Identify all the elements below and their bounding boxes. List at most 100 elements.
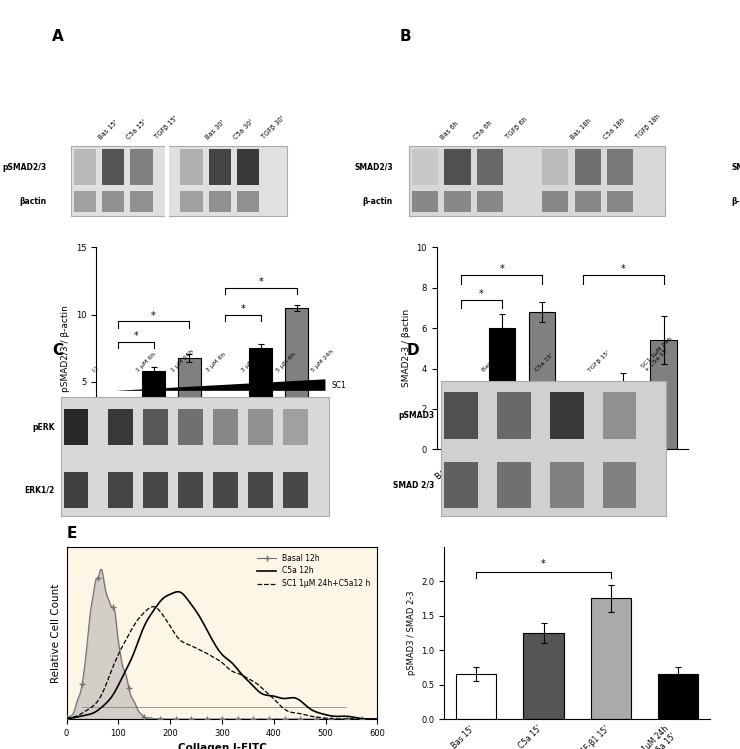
Bar	[411, 190, 438, 212]
Bar	[497, 392, 531, 439]
Bar	[550, 392, 584, 439]
Text: *: *	[258, 277, 263, 287]
Bar	[249, 409, 272, 445]
Bar	[130, 149, 152, 185]
Text: SMAD 2/3: SMAD 2/3	[393, 480, 434, 489]
Text: 3 μM 24h: 3 μM 24h	[240, 348, 265, 373]
Text: β-actin: β-actin	[363, 197, 393, 206]
Bar	[101, 149, 124, 185]
Y-axis label: pSMAD2/3 / β-actin: pSMAD2/3 / β-actin	[61, 305, 70, 392]
Bar	[603, 392, 636, 439]
Bar	[181, 149, 204, 185]
Text: TGFβ 18h: TGFβ 18h	[635, 113, 662, 140]
Text: C5a 15': C5a 15'	[534, 352, 555, 373]
Text: Bas 15': Bas 15'	[482, 353, 502, 373]
Bar	[108, 472, 132, 508]
Bar	[249, 348, 272, 449]
Bar	[607, 149, 633, 185]
Bar	[542, 190, 568, 212]
Text: Bas 30': Bas 30'	[204, 118, 226, 140]
Bar	[488, 328, 515, 449]
Polygon shape	[115, 379, 326, 391]
Bar	[181, 190, 204, 212]
Text: 1 μM 6h: 1 μM 6h	[135, 351, 157, 373]
Text: *: *	[500, 264, 504, 274]
Text: *: *	[133, 331, 138, 341]
Bar	[144, 472, 168, 508]
Bar	[542, 149, 568, 185]
Bar	[130, 190, 152, 212]
Text: C5a 30': C5a 30'	[232, 118, 255, 140]
Text: TGFβ 30': TGFβ 30'	[260, 115, 286, 140]
Bar	[411, 149, 438, 185]
Text: *: *	[621, 264, 625, 274]
Bar	[73, 190, 96, 212]
Text: E: E	[67, 527, 77, 542]
Text: SC1: SC1	[332, 380, 346, 389]
Bar	[142, 372, 165, 449]
Text: A: A	[52, 28, 64, 43]
Text: SMAD2/3: SMAD2/3	[732, 163, 740, 172]
Bar	[237, 190, 260, 212]
Y-axis label: Relative Cell Count: Relative Cell Count	[51, 583, 61, 682]
Bar	[550, 461, 584, 508]
Text: SC1 1μM 24h
+ C5a 15': SC1 1μM 24h + C5a 15'	[640, 336, 677, 373]
Bar	[283, 472, 308, 508]
Bar	[444, 461, 478, 508]
Text: TGFβ 15': TGFβ 15'	[154, 115, 179, 140]
Bar	[610, 385, 636, 449]
Text: (-): (-)	[91, 364, 99, 373]
Text: C5a 6h: C5a 6h	[472, 119, 493, 140]
Bar	[209, 190, 232, 212]
Bar	[283, 409, 308, 445]
Bar	[591, 598, 631, 719]
Bar	[658, 674, 699, 719]
Text: 3 μM 6h: 3 μM 6h	[205, 351, 226, 373]
Bar	[440, 381, 666, 516]
Bar	[237, 149, 260, 185]
Bar	[213, 409, 238, 445]
Text: *: *	[240, 304, 245, 314]
Bar	[570, 397, 596, 449]
Bar	[178, 409, 203, 445]
Bar	[101, 190, 124, 212]
Bar	[61, 398, 329, 516]
Bar	[71, 145, 287, 216]
Bar	[607, 190, 633, 212]
Bar	[650, 340, 677, 449]
Bar	[444, 149, 471, 185]
Bar	[249, 472, 272, 508]
Bar	[497, 461, 531, 508]
Bar	[64, 409, 88, 445]
Bar	[209, 149, 232, 185]
Bar	[477, 190, 503, 212]
Text: TGFβ 6h: TGFβ 6h	[505, 116, 528, 140]
Bar	[213, 406, 237, 449]
Bar	[213, 472, 238, 508]
Bar	[448, 405, 474, 449]
Text: C5a 18h: C5a 18h	[602, 116, 626, 140]
Bar	[178, 472, 203, 508]
Bar	[444, 190, 471, 212]
Text: *: *	[541, 559, 546, 568]
Bar	[178, 358, 201, 449]
Bar	[603, 461, 636, 508]
X-axis label: Collagen I-FITC: Collagen I-FITC	[178, 743, 266, 749]
Bar	[477, 149, 503, 185]
Text: SMAD2/3: SMAD2/3	[354, 163, 393, 172]
Text: TGFβ 15': TGFβ 15'	[588, 349, 610, 373]
Text: βactin: βactin	[19, 197, 46, 206]
Bar	[523, 633, 564, 719]
Bar	[444, 392, 478, 439]
Bar	[144, 409, 168, 445]
Text: Bas 18h: Bas 18h	[570, 117, 593, 140]
Bar	[108, 409, 132, 445]
Text: Bas 6h: Bas 6h	[440, 120, 460, 140]
Text: 5 μM 24h: 5 μM 24h	[310, 348, 334, 373]
Text: *: *	[151, 311, 156, 321]
Text: Bas 15': Bas 15'	[98, 118, 119, 140]
Text: β-actin: β-actin	[732, 197, 740, 206]
Text: pERK: pERK	[32, 422, 55, 431]
Text: D: D	[407, 343, 420, 358]
Bar	[574, 190, 601, 212]
